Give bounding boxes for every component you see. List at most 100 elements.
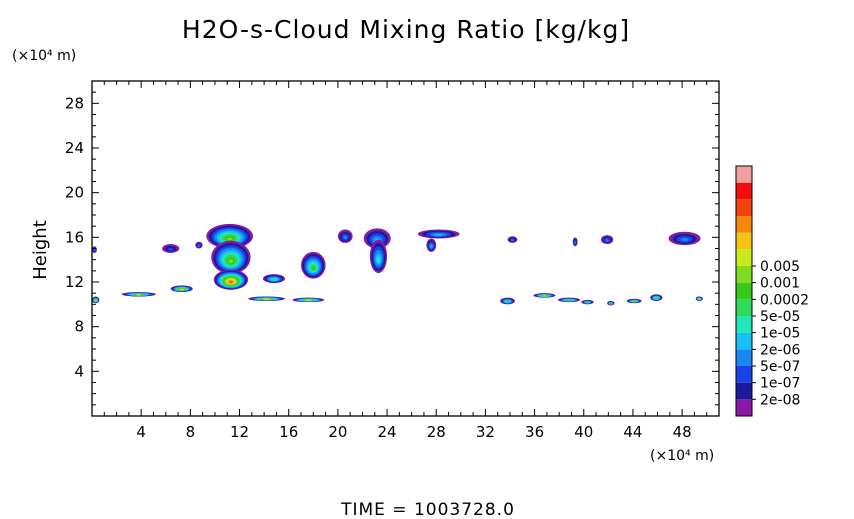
x-tick-label: 32 xyxy=(476,423,495,441)
cloud-contour xyxy=(655,297,658,300)
cloud-contour xyxy=(586,301,589,304)
cloud-contour xyxy=(430,245,433,248)
cloud-contour xyxy=(511,239,514,242)
cloud-cell-14 xyxy=(262,274,286,284)
x-tick-label: 48 xyxy=(673,423,692,441)
y-tick-label: 16 xyxy=(65,228,84,246)
cloud-contour xyxy=(94,299,97,302)
cloud-contour xyxy=(610,302,612,305)
cloud-low-1 xyxy=(92,296,100,304)
colorbar-swatch xyxy=(736,282,752,300)
colorbar: 2e-081e-075e-072e-061e-055e-050.00020.00… xyxy=(735,165,809,417)
cloud-core-11 xyxy=(211,240,251,275)
cloud-cell-7 xyxy=(162,244,180,253)
cloud-cell-48 xyxy=(668,231,701,246)
colorbar-swatch xyxy=(736,182,752,200)
colorbar-label: 1e-07 xyxy=(760,376,800,392)
x-tick-label: 40 xyxy=(574,423,593,441)
cloud-low-40 xyxy=(581,299,594,305)
cloud-contour xyxy=(343,235,348,240)
x-tick-label: 16 xyxy=(279,423,298,441)
cloud-low-18 xyxy=(292,297,325,303)
cloud-contour xyxy=(229,281,233,283)
y-tick-label: 12 xyxy=(65,273,84,291)
colorbar-swatch xyxy=(736,232,752,250)
y-unit-label: (×10⁴ m) xyxy=(12,48,76,64)
cloud-contour xyxy=(311,266,315,270)
colorbar-swatch xyxy=(736,166,752,183)
colorbar-swatch xyxy=(736,349,752,366)
cloud-edge-0 xyxy=(92,246,97,253)
x-tick-label: 12 xyxy=(230,423,249,441)
mixing-ratio-field xyxy=(92,223,704,306)
cloud-anvil-10-12 xyxy=(206,223,254,249)
colorbar-swatch xyxy=(736,216,752,233)
cloud-low-49 xyxy=(695,296,704,301)
y-tick-label: 24 xyxy=(65,139,84,157)
cloud-contour xyxy=(698,298,701,301)
time-stamp: TIME = 1003728.0 xyxy=(340,500,515,519)
x-tick-label: 24 xyxy=(378,423,397,441)
cloud-low-46 xyxy=(650,294,663,301)
cloud-contour xyxy=(567,299,571,302)
cloud-cell-42 xyxy=(600,235,614,245)
x-unit-label: (×10⁴ m) xyxy=(650,448,714,464)
cloud-cell-9 xyxy=(195,241,203,249)
cloud-contour xyxy=(574,241,576,244)
x-tick-label: 36 xyxy=(525,423,544,441)
cloud-contour xyxy=(680,238,689,242)
cloud-cell-28 xyxy=(417,229,460,239)
colorbar-frame xyxy=(735,165,753,417)
colorbar-label: 0.0002 xyxy=(760,292,809,308)
colorbar-label: 5e-07 xyxy=(760,359,800,375)
cloud-low-39 xyxy=(557,297,581,303)
cloud-cell-21 xyxy=(337,229,353,243)
cloud-contour xyxy=(136,293,141,296)
cloud-low-37 xyxy=(533,293,556,298)
x-tick-label: 8 xyxy=(186,423,196,441)
colorbar-swatch xyxy=(736,299,752,316)
cloud-cell-27 xyxy=(426,238,437,252)
colorbar-swatch xyxy=(736,366,752,383)
y-tick-label: 8 xyxy=(74,318,84,336)
cloud-contour xyxy=(306,299,310,302)
x-tick-label: 20 xyxy=(328,423,347,441)
cloud-contour xyxy=(228,259,234,264)
y-tick-label: 20 xyxy=(65,184,84,202)
colorbar-label: 2e-08 xyxy=(760,392,800,408)
cloud-contour xyxy=(272,278,276,281)
cloud-contour xyxy=(377,257,380,263)
cloud-contour xyxy=(605,239,609,242)
colorbar-label: 0.001 xyxy=(760,276,800,292)
cloud-contour xyxy=(633,300,635,303)
colorbar-label: 2e-06 xyxy=(760,342,800,358)
y-axis-label: Height xyxy=(30,220,51,280)
cloud-low-3 xyxy=(121,292,156,297)
cloud-column-23 xyxy=(369,239,388,274)
cloud-low-7 xyxy=(170,285,193,293)
colorbar-swatch xyxy=(736,249,752,266)
cloud-low-44 xyxy=(626,298,642,304)
cloud-cell-18 xyxy=(301,251,326,279)
colorbar-swatch xyxy=(736,382,752,400)
colorbar-swatch xyxy=(736,199,752,216)
y-tick-label: 28 xyxy=(65,94,84,112)
cloud-cell-34 xyxy=(507,236,518,243)
colorbar-label: 0.005 xyxy=(760,259,800,275)
cloud-contour xyxy=(198,244,200,247)
colorbar-swatch xyxy=(736,399,752,416)
cloud-low-34 xyxy=(500,297,515,305)
cloud-cell-39 xyxy=(572,237,578,247)
y-tick-label: 4 xyxy=(74,362,84,380)
cloud-contour xyxy=(180,288,183,291)
x-tick-label: 4 xyxy=(136,423,146,441)
colorbar-label: 1e-05 xyxy=(760,326,800,342)
colorbar-swatch xyxy=(736,316,752,333)
cloud-low-42 xyxy=(607,300,615,306)
cloud-contour xyxy=(227,237,233,241)
cloud-contour xyxy=(264,298,269,301)
chart-title: H2O-s-Cloud Mixing Ratio [kg/kg] xyxy=(182,15,630,44)
colorbar-swatch xyxy=(736,266,752,283)
